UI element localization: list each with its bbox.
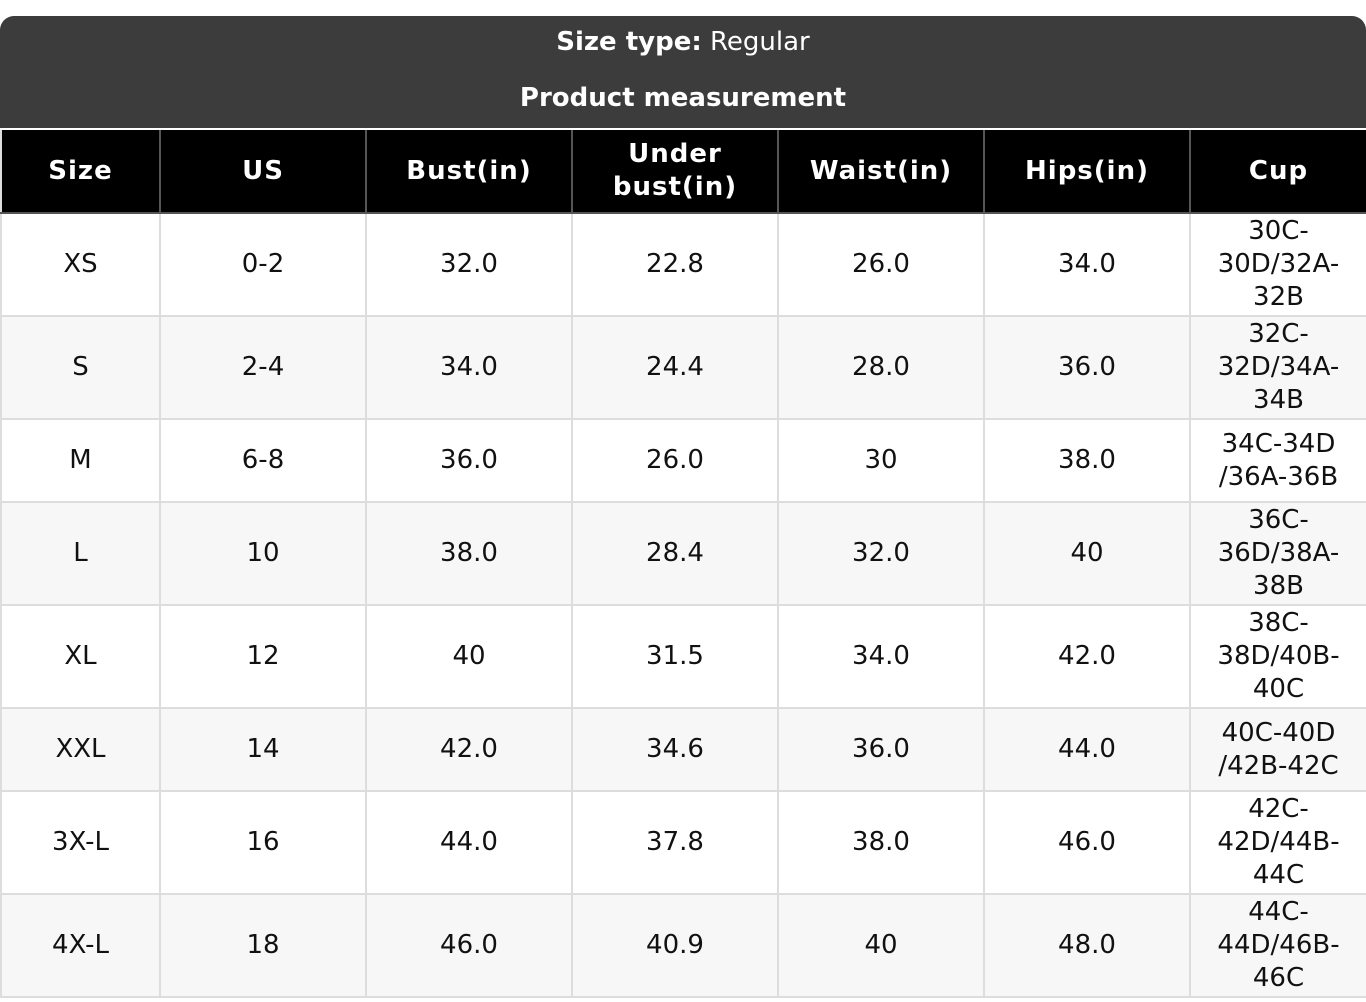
table-cell: 40.9 <box>571 893 779 998</box>
table-cell: 28.4 <box>571 501 779 606</box>
table-cell: 38.0 <box>777 790 985 895</box>
table-row: M 6-8 36.0 26.0 30 38.0 34C-34D /36A-36B <box>0 418 1366 503</box>
table-cell: 40 <box>365 604 573 709</box>
table-row: XL 12 40 31.5 34.0 42.0 38C-38D/40B-40C <box>0 604 1366 709</box>
column-header: US <box>159 130 367 214</box>
table-cell: 36.0 <box>365 418 573 503</box>
table-cell: 26.0 <box>777 212 985 317</box>
table-cell: 34.0 <box>983 212 1191 317</box>
table-cell: 38C-38D/40B-40C <box>1189 604 1366 709</box>
header-row: Size US Bust(in) Under bust(in) Waist(in) Hip… <box>0 130 1366 214</box>
chart-header: Size type: Regular Product measurement <box>0 16 1366 128</box>
column-header: Cup <box>1189 130 1366 214</box>
table-cell: 40 <box>983 501 1191 606</box>
table-cell: 30C-30D/32A-32B <box>1189 212 1366 317</box>
table-cell: 42.0 <box>365 707 573 792</box>
table-cell: 30 <box>777 418 985 503</box>
table-cell: 32.0 <box>777 501 985 606</box>
table-cell: 10 <box>159 501 367 606</box>
table-cell: 26.0 <box>571 418 779 503</box>
table-cell: 38.0 <box>365 501 573 606</box>
size-type: Size type: Regular <box>0 27 1366 57</box>
table-cell: 32C-32D/34A-34B <box>1189 315 1366 420</box>
table-cell: 28.0 <box>777 315 985 420</box>
table-cell: 42C-42D/44B-44C <box>1189 790 1366 895</box>
table-cell: 46.0 <box>983 790 1191 895</box>
column-header: Size <box>0 130 161 214</box>
table-cell: 40C-40D /42B-42C <box>1189 707 1366 792</box>
table-row: XXL 14 42.0 34.6 36.0 44.0 40C-40D /42B-42C <box>0 707 1366 792</box>
header-title: Product measurement <box>519 83 847 113</box>
table-cell: 34C-34D /36A-36B <box>1189 418 1366 503</box>
table-cell: 18 <box>159 893 367 998</box>
table-cell: M <box>0 418 161 503</box>
table-head: Size US Bust(in) Under bust(in) Waist(in) Hip… <box>0 130 1366 214</box>
table-cell: 44.0 <box>365 790 573 895</box>
table-cell: 44C-44D/46B-46C <box>1189 893 1366 998</box>
table-cell: 4X-L <box>0 893 161 998</box>
table-cell: 34.0 <box>777 604 985 709</box>
table-cell: 3X-L <box>0 790 161 895</box>
table-cell: 22.8 <box>571 212 779 317</box>
table-cell: 48.0 <box>983 893 1191 998</box>
column-header: Hips(in) <box>983 130 1191 214</box>
size-type-label: Size type: <box>556 27 702 57</box>
size-chart: Size type: Regular Product measurement S… <box>0 16 1366 998</box>
table-cell: 40 <box>777 893 985 998</box>
table-row: 4X-L 18 46.0 40.9 40 48.0 44C-44D/46B-46C <box>0 893 1366 998</box>
table-cell: 14 <box>159 707 367 792</box>
table-cell: 38.0 <box>983 418 1191 503</box>
column-header: Bust(in) <box>365 130 573 214</box>
table-cell: L <box>0 501 161 606</box>
table-cell: 0-2 <box>159 212 367 317</box>
table-cell: 34.6 <box>571 707 779 792</box>
table-cell: 37.8 <box>571 790 779 895</box>
table-cell: 42.0 <box>983 604 1191 709</box>
table-cell: 46.0 <box>365 893 573 998</box>
table-cell: 44.0 <box>983 707 1191 792</box>
column-header: Under bust(in) <box>571 130 779 214</box>
table-cell: 36.0 <box>777 707 985 792</box>
table-body: XS 0-2 32.0 22.8 26.0 34.0 30C-30D/32A-32B S 2-4… <box>0 212 1366 998</box>
table-cell: 12 <box>159 604 367 709</box>
table-row: XS 0-2 32.0 22.8 26.0 34.0 30C-30D/32A-32B <box>0 212 1366 317</box>
table-row: L 10 38.0 28.4 32.0 40 36C-36D/38A-38B <box>0 501 1366 606</box>
table-cell: 6-8 <box>159 418 367 503</box>
table-cell: 34.0 <box>365 315 573 420</box>
table-cell: 32.0 <box>365 212 573 317</box>
table-cell: 16 <box>159 790 367 895</box>
table-row: S 2-4 34.0 24.4 28.0 36.0 32C-32D/34A-34B <box>0 315 1366 420</box>
table-cell: XL <box>0 604 161 709</box>
table-cell: XS <box>0 212 161 317</box>
table-cell: XXL <box>0 707 161 792</box>
table-cell: S <box>0 315 161 420</box>
table-cell: 31.5 <box>571 604 779 709</box>
table-cell: 36C-36D/38A-38B <box>1189 501 1366 606</box>
size-type-value: Regular <box>710 27 810 57</box>
table-cell: 24.4 <box>571 315 779 420</box>
table-cell: 36.0 <box>983 315 1191 420</box>
size-table: Size US Bust(in) Under bust(in) Waist(in) Hip… <box>0 130 1366 998</box>
table-cell: 2-4 <box>159 315 367 420</box>
table-row: 3X-L 16 44.0 37.8 38.0 46.0 42C-42D/44B-44C <box>0 790 1366 895</box>
column-header: Waist(in) <box>777 130 985 214</box>
